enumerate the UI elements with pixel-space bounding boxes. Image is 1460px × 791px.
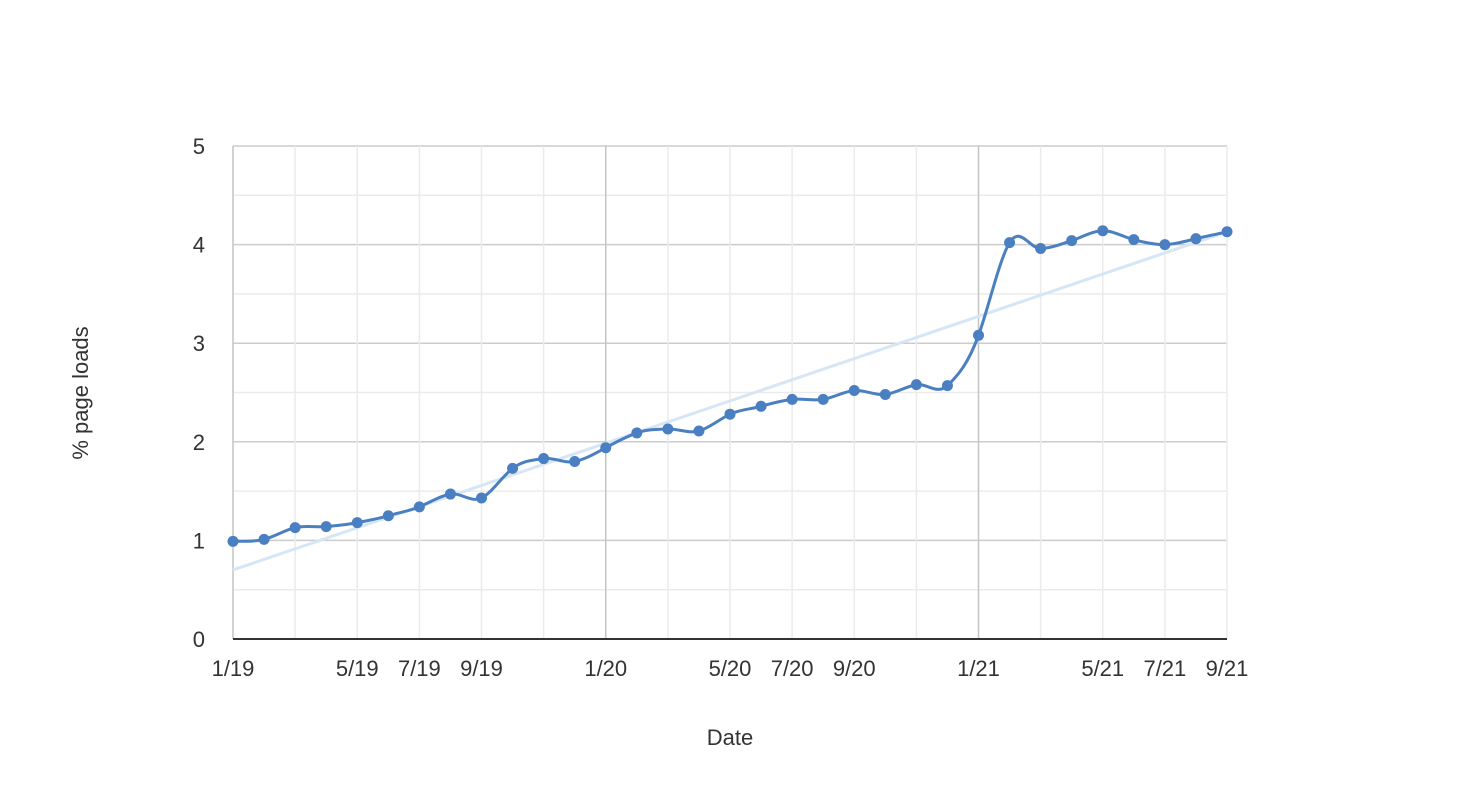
x-tick-label: 5/19 [336,656,379,681]
x-tick-label: 9/20 [833,656,876,681]
data-point [817,393,829,405]
y-axis-title: % page loads [68,326,93,459]
data-point [693,425,705,437]
data-point [848,385,860,397]
data-point [1066,235,1078,247]
x-tick-label: 1/21 [957,656,1000,681]
data-point [289,522,301,534]
data-point [413,501,425,513]
data-point [258,533,270,545]
data-point [724,408,736,420]
x-tick-label: 1/19 [212,656,255,681]
data-point [444,488,456,500]
x-tick-label: 7/21 [1143,656,1186,681]
x-tick-label: 1/20 [584,656,627,681]
data-point [631,427,643,439]
x-tick-label: 7/19 [398,656,441,681]
data-point [507,462,519,474]
data-point [600,442,612,454]
data-point [1097,225,1109,237]
data-point [569,456,581,468]
y-tick-label: 4 [193,233,205,258]
x-tick-label: 7/20 [771,656,814,681]
x-tick-label: 5/21 [1081,656,1124,681]
x-axis-title: Date [707,725,753,750]
x-tick-label: 9/19 [460,656,503,681]
data-point [538,453,550,465]
y-tick-label: 5 [193,134,205,159]
data-point [1004,237,1016,249]
gridlines [232,145,1228,639]
data-point [879,388,891,400]
x-tick-label: 5/20 [709,656,752,681]
data-point [910,379,922,391]
data-point [1128,234,1140,246]
data-point [1221,226,1233,238]
data-point [755,400,767,412]
y-tick-label: 3 [193,331,205,356]
data-point [973,329,984,341]
data-point [1159,239,1171,251]
data-point [1190,233,1202,245]
y-tick-label: 2 [193,430,205,455]
data-point [662,423,674,435]
data-point [1035,243,1047,255]
data-point [227,535,239,547]
y-tick-label: 0 [193,627,205,652]
x-tick-label: 9/21 [1206,656,1249,681]
data-point [351,517,363,529]
series-layer [227,225,1233,547]
y-tick-label: 1 [193,528,205,553]
data-point [786,393,798,405]
data-point [382,510,394,522]
data-point [941,380,953,392]
data-point [476,492,487,504]
data-point [320,521,332,533]
axes: 0 1 2 3 4 5 1/19 5/19 7/19 9/19 1/20 5/20 7/20 9/20 1/… [193,134,1249,681]
